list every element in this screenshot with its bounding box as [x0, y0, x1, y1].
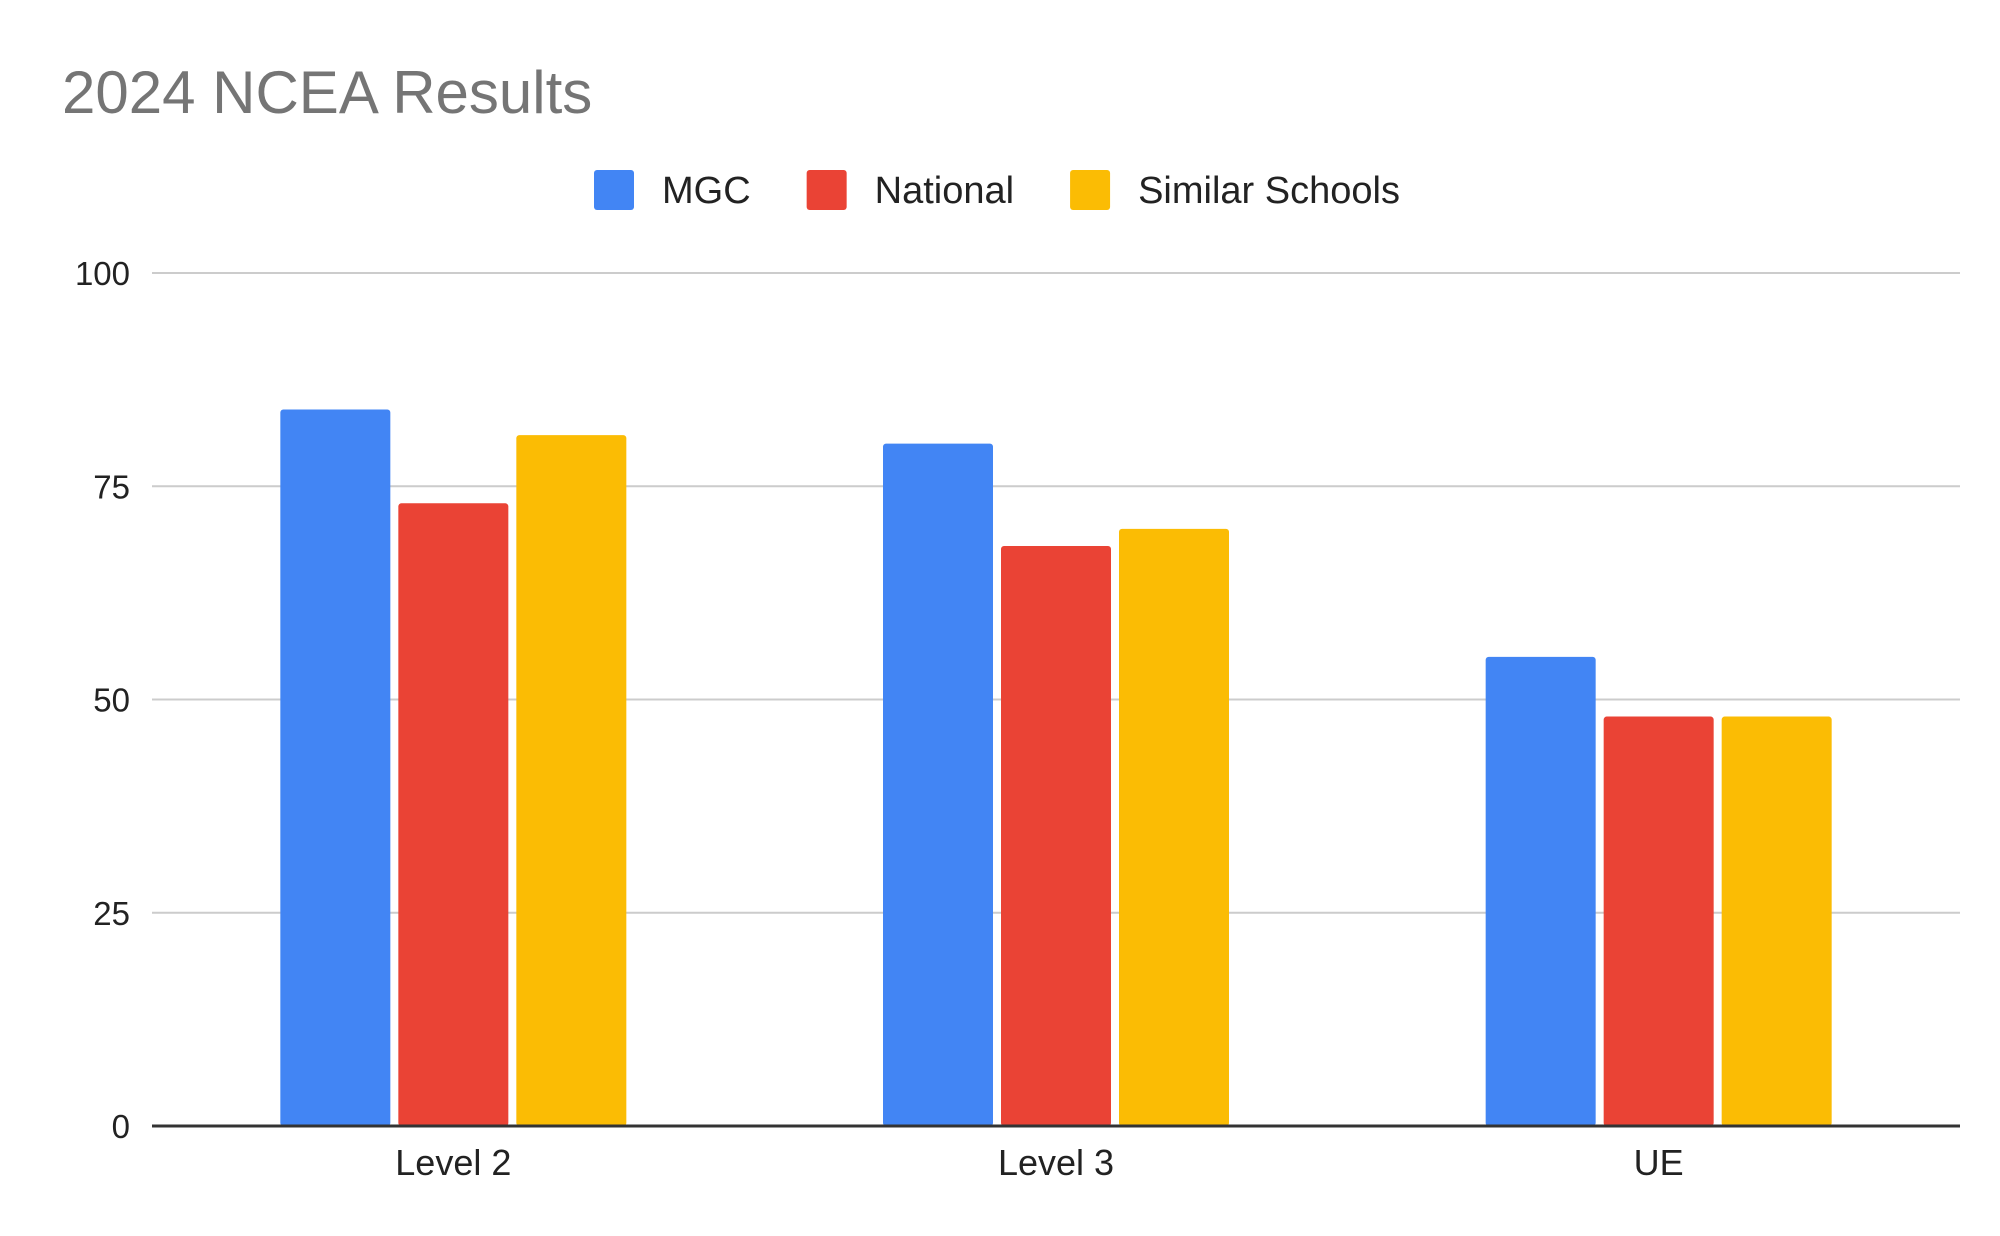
y-tick-label: 25: [93, 895, 130, 932]
y-tick-label: 75: [93, 468, 130, 505]
x-tick-label: UE: [1634, 1142, 1684, 1183]
legend-swatch: [594, 170, 634, 210]
bar-similar-schools-level-2: [516, 435, 627, 1126]
y-tick-label: 100: [75, 255, 130, 292]
x-tick-label: Level 2: [395, 1142, 511, 1183]
legend-item-national: National: [806, 170, 1014, 212]
bar-similar-schools-ue: [1721, 716, 1832, 1126]
y-tick-label: 50: [93, 682, 130, 719]
legend-item-similar-schools: Similar Schools: [1070, 170, 1400, 212]
chart-title: 2024 NCEA Results: [62, 59, 592, 126]
legend-swatch: [1070, 170, 1111, 210]
bar-mgc-ue: [1485, 656, 1596, 1126]
bar-national-level-2: [398, 503, 509, 1126]
x-tick-label: Level 3: [998, 1142, 1114, 1183]
legend: MGC National Similar Schools: [594, 170, 1400, 212]
legend-label: Similar Schools: [1138, 170, 1400, 212]
y-axis: 0 25 50 75 100: [75, 255, 130, 1145]
bar-national-level-3: [1001, 545, 1111, 1126]
bars: [280, 409, 1832, 1127]
legend-item-mgc: MGC: [594, 170, 751, 212]
bar-national-ue: [1603, 716, 1714, 1126]
legend-label: National: [875, 170, 1014, 212]
bar-mgc-level-2: [280, 409, 391, 1127]
legend-label: MGC: [662, 170, 751, 212]
bar-mgc-level-3: [883, 443, 993, 1127]
x-axis: Level 2 Level 3 UE: [395, 1142, 1683, 1183]
y-tick-label: 0: [112, 1108, 130, 1145]
legend-swatch: [806, 170, 847, 210]
bar-similar-schools-level-3: [1119, 528, 1229, 1126]
